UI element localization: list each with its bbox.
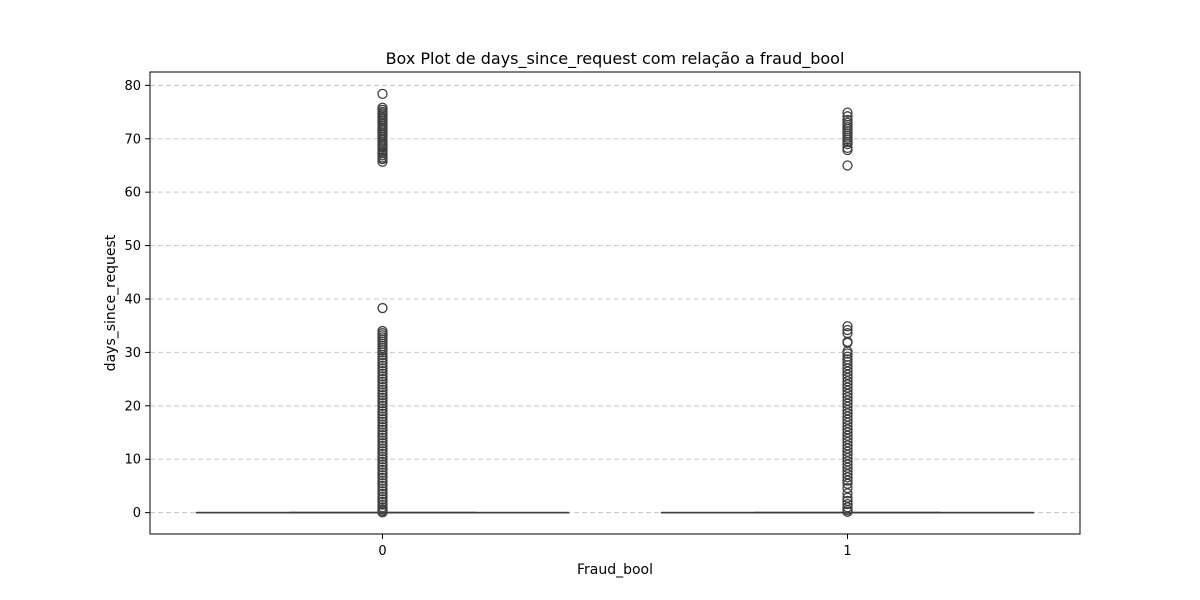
outlier-point: [377, 472, 388, 484]
outlier-point: [842, 506, 853, 517]
outlier-point: [377, 491, 388, 502]
outlier-point: [377, 440, 388, 452]
outlier-point: [377, 464, 388, 476]
outlier-point: [377, 352, 388, 363]
outlier-point: [377, 381, 388, 393]
outlier-point: [377, 360, 388, 371]
y-tick-label-60: 60: [124, 186, 141, 201]
outlier-point: [377, 416, 388, 427]
outlier-point: [377, 387, 388, 398]
outlier-point: [377, 419, 388, 430]
outlier-point: [377, 384, 388, 395]
outlier-point: [377, 403, 388, 414]
outlier-point: [377, 446, 388, 457]
outlier-point: [377, 422, 388, 433]
outlier-point: [377, 435, 388, 446]
y-tick-label-30: 30: [124, 346, 141, 361]
outlier-point: [377, 379, 388, 390]
outlier-point: [377, 371, 388, 382]
outlier-point: [377, 373, 388, 385]
outlier-point: [377, 443, 388, 454]
outlier-point: [377, 355, 388, 366]
outlier-point: [842, 138, 853, 150]
outlier-point: [377, 88, 388, 100]
outlier-point: [842, 502, 853, 513]
outlier-point: [377, 427, 388, 438]
outlier-point: [377, 153, 388, 165]
y-tick-label-40: 40: [124, 292, 141, 307]
outliers: [377, 88, 853, 518]
outlier-point: [377, 156, 388, 167]
outlier-point: [377, 432, 388, 444]
outlier-point: [842, 144, 853, 156]
plot-frame: [149, 71, 1081, 535]
outlier-point: [377, 408, 388, 419]
y-axis: 0 10 20 30 40 50 60 70 80: [124, 79, 150, 521]
outlier-point: [377, 507, 388, 518]
outlier-point: [842, 498, 853, 510]
outlier-point: [377, 397, 388, 409]
outlier-point: [377, 363, 388, 374]
outlier-point: [842, 160, 853, 171]
outlier-point: [377, 392, 388, 403]
y-tick-label-80: 80: [124, 79, 141, 94]
outlier-point: [377, 483, 388, 494]
outlier-point: [377, 430, 388, 441]
outlier-point: [377, 400, 388, 411]
outlier-point: [377, 467, 388, 478]
outlier-point: [377, 454, 388, 465]
y-tick-label-0: 0: [133, 506, 141, 521]
y-tick-label-70: 70: [124, 132, 141, 147]
outlier-point: [377, 451, 388, 462]
x-tick-label-0: 0: [378, 544, 386, 559]
outlier-point: [377, 486, 388, 497]
outlier-point: [377, 499, 388, 510]
y-tick-label-20: 20: [124, 399, 141, 414]
outlier-point: [842, 475, 853, 486]
outlier-point: [377, 459, 388, 470]
outlier-point: [377, 368, 388, 379]
outlier-point: [377, 414, 388, 425]
x-tick-label-1: 1: [843, 544, 851, 559]
x-axis-label: Fraud_bool: [577, 562, 653, 578]
gridlines: [150, 84, 1080, 514]
outlier-point: [377, 438, 388, 449]
outlier-point: [377, 302, 388, 314]
outlier-point: [377, 456, 388, 468]
outlier-point: [842, 107, 853, 118]
outlier-point: [842, 472, 853, 483]
outlier-point: [377, 480, 388, 492]
outlier-point: [377, 462, 388, 473]
outlier-point: [377, 347, 388, 358]
outlier-point: [377, 448, 388, 460]
outlier-point: [842, 321, 853, 332]
outlier-point: [377, 357, 388, 369]
y-tick-label-10: 10: [124, 453, 141, 468]
outlier-point: [377, 424, 388, 435]
outlier-point: [377, 365, 388, 377]
outlier-point: [377, 349, 388, 361]
outlier-point: [377, 478, 388, 489]
outlier-point: [377, 488, 388, 500]
chart-title: Box Plot de days_since_request com relaç…: [386, 49, 845, 69]
outlier-point: [377, 389, 388, 401]
y-axis-label: days_since_request: [103, 234, 119, 371]
outlier-point: [842, 324, 853, 336]
outlier-point: [842, 488, 853, 499]
outlier-point: [377, 411, 388, 422]
outlier-point: [377, 406, 388, 417]
outlier-point: [377, 376, 388, 387]
outlier-point: [377, 475, 388, 486]
outlier-point: [377, 494, 388, 505]
y-tick-label-50: 50: [124, 239, 141, 254]
outlier-point: [377, 470, 388, 481]
outlier-point: [377, 395, 388, 406]
